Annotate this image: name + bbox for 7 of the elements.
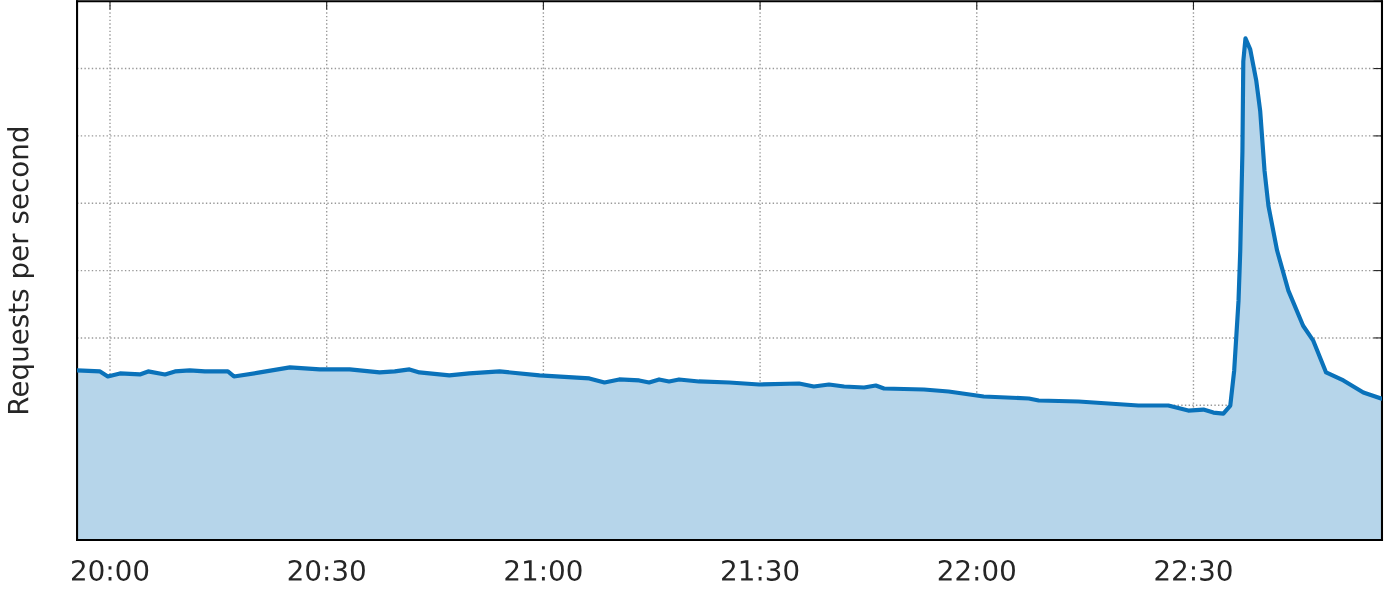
x-tick-label: 20:00 <box>72 559 149 581</box>
x-tick-label: 20:30 <box>288 559 365 581</box>
x-tick-label: 22:30 <box>1155 559 1232 581</box>
x-tick-label: 22:00 <box>938 559 1015 581</box>
x-tick-label: 21:30 <box>722 559 799 581</box>
x-tick-label: 21:00 <box>505 559 582 581</box>
y-axis-title: Requests per second <box>7 128 34 413</box>
